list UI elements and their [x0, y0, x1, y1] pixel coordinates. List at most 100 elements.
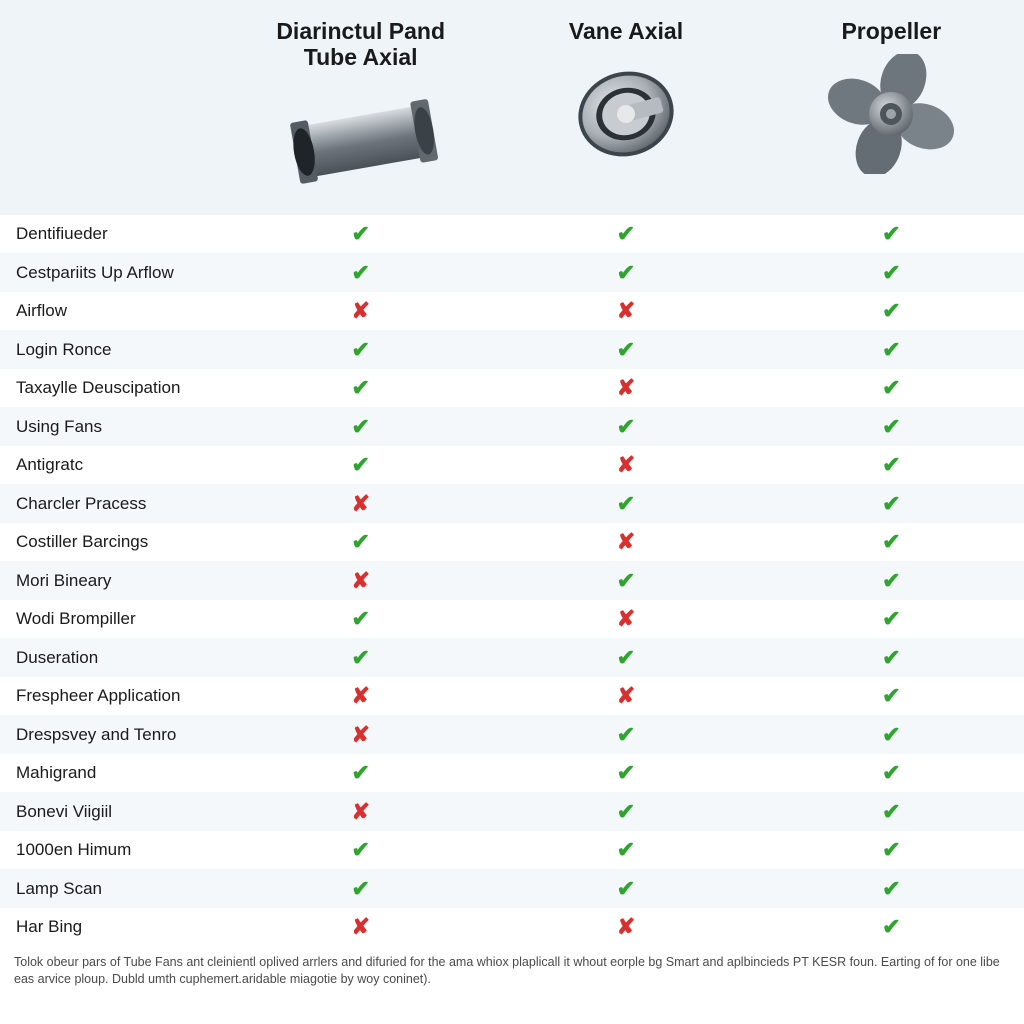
- cross-icon: ✘: [228, 491, 493, 517]
- propeller-icon: [806, 54, 976, 174]
- table-row: Mori Bineary✘✔✔: [0, 561, 1024, 600]
- footer-note: Tolok obeur pars of Tube Fans ant cleini…: [0, 946, 1024, 988]
- row-label: Mori Bineary: [0, 571, 228, 591]
- check-icon: ✔: [759, 722, 1024, 748]
- column-title: Propeller: [841, 18, 941, 44]
- table-row: Antigratc✔✘✔: [0, 446, 1024, 485]
- check-icon: ✔: [493, 260, 758, 286]
- check-icon: ✔: [759, 760, 1024, 786]
- row-label: 1000en Himum: [0, 840, 228, 860]
- row-label: Taxaylle Deuscipation: [0, 378, 228, 398]
- table-row: Dentifiueder✔✔✔: [0, 215, 1024, 254]
- check-icon: ✔: [228, 876, 493, 902]
- check-icon: ✔: [228, 606, 493, 632]
- table-row: Charcler Pracess✘✔✔: [0, 484, 1024, 523]
- column-header-propeller: Propeller: [759, 18, 1024, 201]
- cross-icon: ✘: [493, 606, 758, 632]
- check-icon: ✔: [493, 645, 758, 671]
- row-label: Dentifiueder: [0, 224, 228, 244]
- row-label: Login Ronce: [0, 340, 228, 360]
- check-icon: ✔: [759, 452, 1024, 478]
- check-icon: ✔: [228, 837, 493, 863]
- cross-icon: ✘: [493, 914, 758, 940]
- check-icon: ✔: [493, 568, 758, 594]
- title-line-2: Tube Axial: [304, 44, 418, 70]
- row-label: Drespsvey and Tenro: [0, 725, 228, 745]
- check-icon: ✔: [228, 337, 493, 363]
- column-title: Vane Axial: [569, 18, 683, 44]
- check-icon: ✔: [759, 914, 1024, 940]
- cross-icon: ✘: [228, 914, 493, 940]
- title-line-1: Diarinctul Pand: [276, 18, 445, 44]
- check-icon: ✔: [759, 529, 1024, 555]
- check-icon: ✔: [228, 260, 493, 286]
- row-label: Costiller Barcings: [0, 532, 228, 552]
- table-row: Login Ronce✔✔✔: [0, 330, 1024, 369]
- cross-icon: ✘: [493, 529, 758, 555]
- row-label: Frespheer Application: [0, 686, 228, 706]
- table-row: Cestpariits Up Arflow✔✔✔: [0, 253, 1024, 292]
- check-icon: ✔: [228, 375, 493, 401]
- check-icon: ✔: [759, 683, 1024, 709]
- check-icon: ✔: [228, 760, 493, 786]
- row-label: Cestpariits Up Arflow: [0, 263, 228, 283]
- column-header-vane-axial: Vane Axial: [493, 18, 758, 201]
- check-icon: ✔: [759, 876, 1024, 902]
- table-row: Using Fans✔✔✔: [0, 407, 1024, 446]
- row-label: Mahigrand: [0, 763, 228, 783]
- row-label: Airflow: [0, 301, 228, 321]
- footer-text: Tolok obeur pars of Tube Fans ant cleini…: [14, 955, 1000, 986]
- tube-axial-icon: [276, 81, 446, 201]
- vane-axial-icon: [541, 54, 711, 174]
- check-icon: ✔: [493, 221, 758, 247]
- check-icon: ✔: [759, 221, 1024, 247]
- column-header-tube-axial: Diarinctul Pand Tube Axial: [228, 18, 493, 201]
- header-spacer: [0, 18, 228, 201]
- check-icon: ✔: [493, 722, 758, 748]
- check-icon: ✔: [228, 221, 493, 247]
- row-label: Bonevi Viigiil: [0, 802, 228, 822]
- table-row: Har Bing✘✘✔: [0, 908, 1024, 947]
- table-row: Wodi Brompiller✔✘✔: [0, 600, 1024, 639]
- table-row: Costiller Barcings✔✘✔: [0, 523, 1024, 562]
- title-line-1: Propeller: [841, 18, 941, 44]
- comparison-table: Diarinctul Pand Tube Axial: [0, 0, 1024, 988]
- check-icon: ✔: [228, 452, 493, 478]
- table-row: Duseration✔✔✔: [0, 638, 1024, 677]
- column-title: Diarinctul Pand Tube Axial: [276, 18, 445, 71]
- check-icon: ✔: [759, 568, 1024, 594]
- check-icon: ✔: [493, 337, 758, 363]
- row-label: Har Bing: [0, 917, 228, 937]
- check-icon: ✔: [228, 645, 493, 671]
- row-label: Duseration: [0, 648, 228, 668]
- check-icon: ✔: [759, 298, 1024, 324]
- check-icon: ✔: [228, 414, 493, 440]
- check-icon: ✔: [759, 645, 1024, 671]
- row-label: Wodi Brompiller: [0, 609, 228, 629]
- table-header: Diarinctul Pand Tube Axial: [0, 0, 1024, 215]
- table-row: Drespsvey and Tenro✘✔✔: [0, 715, 1024, 754]
- check-icon: ✔: [493, 760, 758, 786]
- check-icon: ✔: [759, 375, 1024, 401]
- check-icon: ✔: [759, 799, 1024, 825]
- check-icon: ✔: [759, 837, 1024, 863]
- check-icon: ✔: [759, 491, 1024, 517]
- cross-icon: ✘: [228, 298, 493, 324]
- cross-icon: ✘: [228, 683, 493, 709]
- cross-icon: ✘: [493, 452, 758, 478]
- row-label: Using Fans: [0, 417, 228, 437]
- check-icon: ✔: [759, 414, 1024, 440]
- table-row: Frespheer Application✘✘✔: [0, 677, 1024, 716]
- cross-icon: ✘: [228, 799, 493, 825]
- check-icon: ✔: [493, 837, 758, 863]
- title-line-1: Vane Axial: [569, 18, 683, 44]
- check-icon: ✔: [759, 606, 1024, 632]
- table-body: Dentifiueder✔✔✔Cestpariits Up Arflow✔✔✔A…: [0, 215, 1024, 947]
- check-icon: ✔: [493, 491, 758, 517]
- cross-icon: ✘: [228, 722, 493, 748]
- row-label: Lamp Scan: [0, 879, 228, 899]
- check-icon: ✔: [493, 876, 758, 902]
- row-label: Antigratc: [0, 455, 228, 475]
- row-label: Charcler Pracess: [0, 494, 228, 514]
- table-row: Bonevi Viigiil✘✔✔: [0, 792, 1024, 831]
